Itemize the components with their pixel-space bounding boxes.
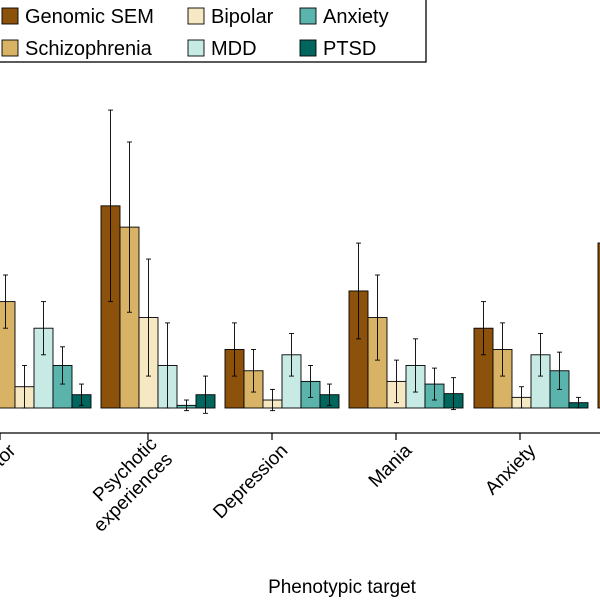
tick-label-0: actor bbox=[0, 440, 21, 485]
x-ticks: actor Psychoticexperiences Depression Mania… bbox=[0, 433, 541, 536]
legend-label-genomic-sem: Genomic SEM bbox=[25, 6, 154, 28]
error-bar-schizophrenia-0 bbox=[3, 274, 8, 329]
bars-group bbox=[0, 109, 600, 414]
error-bar-genomic-sem-3 bbox=[356, 242, 361, 340]
error-bar-genomic-sem-2 bbox=[232, 322, 237, 377]
error-bar-mdd-0 bbox=[41, 301, 46, 356]
error-bar-bipolar-0 bbox=[22, 364, 27, 409]
legend-swatch-bipolar bbox=[187, 7, 205, 25]
error-bar-mdd-4 bbox=[538, 333, 543, 377]
tick-label-1: Psychoticexperiences bbox=[74, 434, 177, 537]
legend-label-ptsd: PTSD bbox=[323, 38, 376, 60]
error-bar-bipolar-4 bbox=[519, 386, 524, 409]
error-bar-ptsd-4 bbox=[576, 396, 581, 409]
legend-swatch-mdd bbox=[187, 39, 205, 57]
error-bar-schizophrenia-1 bbox=[127, 141, 132, 313]
error-bar-ptsd-2 bbox=[327, 383, 332, 406]
bar-partial-next-group bbox=[597, 242, 600, 409]
legend-label-bipolar: Bipolar bbox=[211, 6, 274, 28]
bar-schizophrenia-0 bbox=[0, 301, 16, 409]
error-bar-mdd-2 bbox=[289, 333, 294, 377]
error-bar-mdd-3 bbox=[413, 338, 418, 393]
legend-label-schizophrenia: Schizophrenia bbox=[25, 38, 153, 60]
legend-box bbox=[0, 0, 427, 63]
error-bar-bipolar-1 bbox=[146, 258, 151, 377]
error-bar-schizophrenia-4 bbox=[500, 322, 505, 377]
tick-label-3: Mania bbox=[365, 440, 417, 492]
tick-label-4: Anxiety bbox=[481, 440, 540, 499]
error-bar-anxiety-2 bbox=[308, 364, 313, 398]
error-bar-mdd-1 bbox=[165, 322, 170, 409]
error-bar-genomic-sem-4 bbox=[481, 301, 486, 356]
error-bar-genomic-sem-1 bbox=[108, 109, 113, 303]
error-bar-anxiety-3 bbox=[432, 367, 437, 401]
error-bar-ptsd-3 bbox=[451, 377, 456, 411]
legend: Genomic SEM Bipolar Anxiety Schizophrenia MD… bbox=[0, 0, 427, 63]
error-bar-anxiety-0 bbox=[60, 346, 65, 385]
error-bar-bipolar-2 bbox=[270, 388, 275, 412]
legend-swatch-ptsd bbox=[299, 39, 317, 57]
error-bar-schizophrenia-2 bbox=[251, 349, 256, 393]
legend-swatch-schizophrenia bbox=[1, 39, 19, 57]
legend-swatch-genomic-sem bbox=[1, 7, 19, 25]
legend-label-anxiety: Anxiety bbox=[323, 6, 389, 28]
legend-label-mdd: MDD bbox=[211, 38, 257, 60]
tick-label-2: Depression bbox=[209, 440, 292, 523]
error-bar-bipolar-3 bbox=[394, 359, 399, 404]
x-axis-title: Phenotypic target bbox=[268, 577, 417, 598]
error-bar-anxiety-1 bbox=[184, 399, 189, 412]
error-bar-ptsd-0 bbox=[79, 383, 84, 406]
error-bar-schizophrenia-3 bbox=[375, 274, 380, 361]
error-bar-ptsd-1 bbox=[203, 375, 208, 414]
error-bar-anxiety-4 bbox=[557, 351, 562, 390]
legend-swatch-anxiety bbox=[299, 7, 317, 25]
